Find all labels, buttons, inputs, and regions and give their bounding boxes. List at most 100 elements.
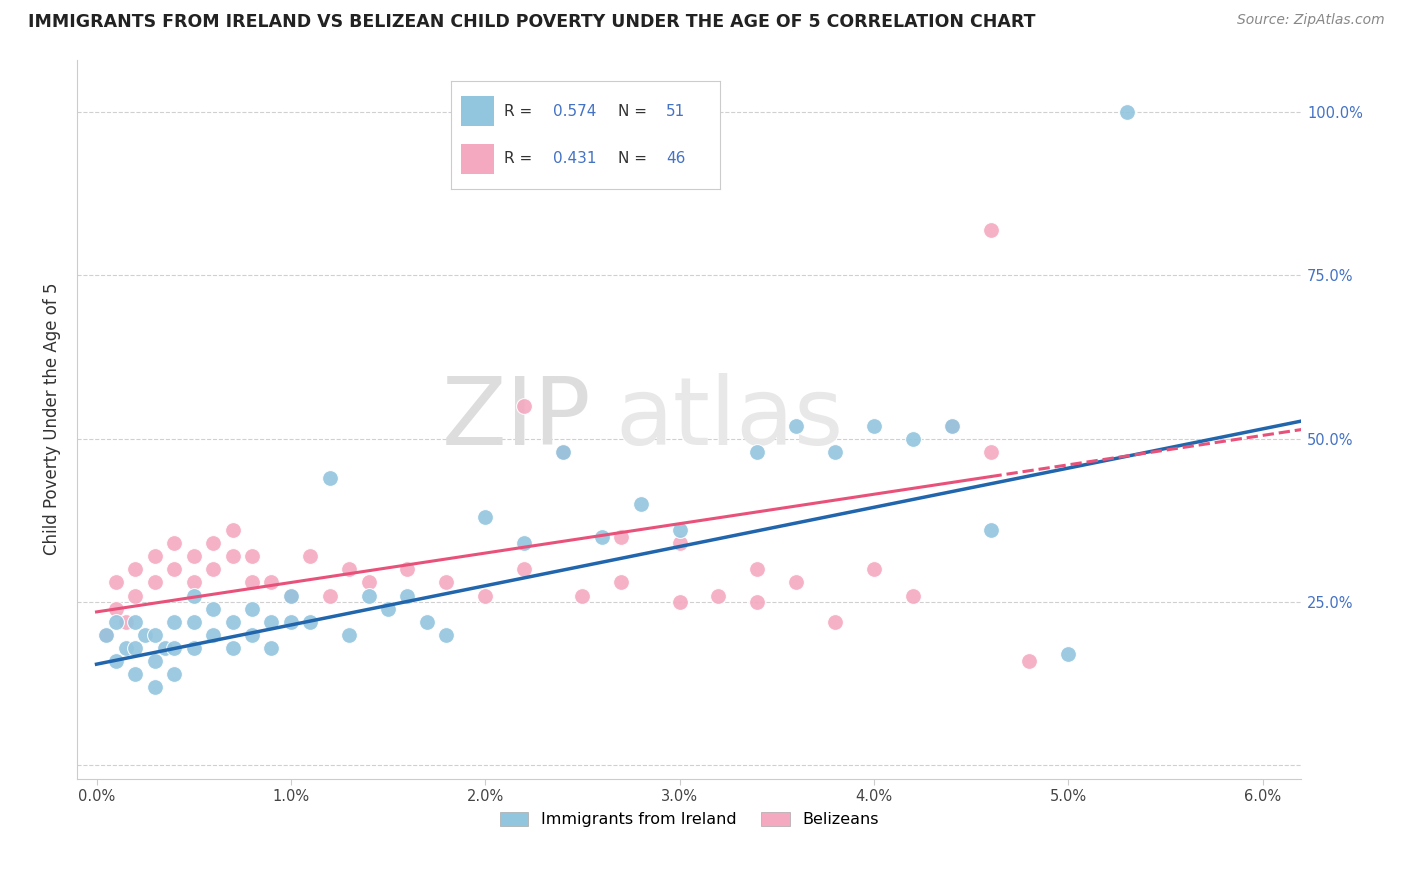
Point [396,562,419,576]
Text: ZIP: ZIP [441,373,592,465]
Point [668,536,690,550]
Point [143,654,166,668]
Point [163,640,186,655]
Point [163,536,186,550]
Text: atlas: atlas [616,373,844,465]
Point [143,575,166,590]
Point [124,667,146,681]
Point [785,575,807,590]
Point [240,601,263,615]
Point [434,575,457,590]
Point [513,562,536,576]
Text: IMMIGRANTS FROM IRELAND VS BELIZEAN CHILD POVERTY UNDER THE AGE OF 5 CORRELATION: IMMIGRANTS FROM IRELAND VS BELIZEAN CHIL… [28,13,1036,31]
Point [260,640,283,655]
Point [104,654,127,668]
Point [260,615,283,629]
Point [124,640,146,655]
Point [630,497,652,511]
Point [183,589,205,603]
Point [747,444,769,458]
Point [357,575,380,590]
Point [163,562,186,576]
Point [153,640,176,655]
Point [202,536,225,550]
Point [143,628,166,642]
Point [434,628,457,642]
Point [299,549,322,564]
Point [610,530,633,544]
Point [901,589,924,603]
Point [551,444,574,458]
Y-axis label: Child Poverty Under the Age of 5: Child Poverty Under the Age of 5 [44,283,60,556]
Point [863,562,886,576]
Point [551,444,574,458]
Point [474,589,496,603]
Point [337,562,360,576]
Point [143,680,166,694]
Point [941,418,963,433]
Point [114,615,136,629]
Point [96,628,118,642]
Point [221,549,243,564]
Point [143,549,166,564]
Point [513,399,536,413]
Point [1018,654,1040,668]
Point [707,589,730,603]
Point [202,628,225,642]
Point [747,595,769,609]
Text: Source: ZipAtlas.com: Source: ZipAtlas.com [1237,13,1385,28]
Point [571,589,593,603]
Point [240,628,263,642]
Point [824,444,846,458]
Point [96,628,118,642]
Point [901,432,924,446]
Point [202,601,225,615]
Point [979,222,1001,236]
Point [183,615,205,629]
Point [114,640,136,655]
Point [280,589,302,603]
Point [941,418,963,433]
Point [1115,104,1137,119]
Point [747,562,769,576]
Point [202,562,225,576]
Point [299,615,322,629]
Point [785,418,807,433]
Point [183,575,205,590]
Point [979,444,1001,458]
Point [979,523,1001,537]
Point [240,575,263,590]
Point [183,640,205,655]
Point [280,589,302,603]
Point [163,667,186,681]
Point [134,628,156,642]
Point [824,615,846,629]
Point [260,575,283,590]
Point [104,615,127,629]
Point [357,589,380,603]
Point [416,615,439,629]
Point [863,418,886,433]
Legend: Immigrants from Ireland, Belizeans: Immigrants from Ireland, Belizeans [492,804,887,835]
Point [668,595,690,609]
Point [474,510,496,524]
Point [319,471,342,485]
Point [104,575,127,590]
Point [377,601,399,615]
Point [337,628,360,642]
Point [104,601,127,615]
Point [163,615,186,629]
Point [396,589,419,603]
Point [221,640,243,655]
Point [668,523,690,537]
Point [610,575,633,590]
Point [280,615,302,629]
Point [124,615,146,629]
Point [124,562,146,576]
Point [240,549,263,564]
Point [221,523,243,537]
Point [591,530,613,544]
Point [221,615,243,629]
Point [183,549,205,564]
Point [513,536,536,550]
